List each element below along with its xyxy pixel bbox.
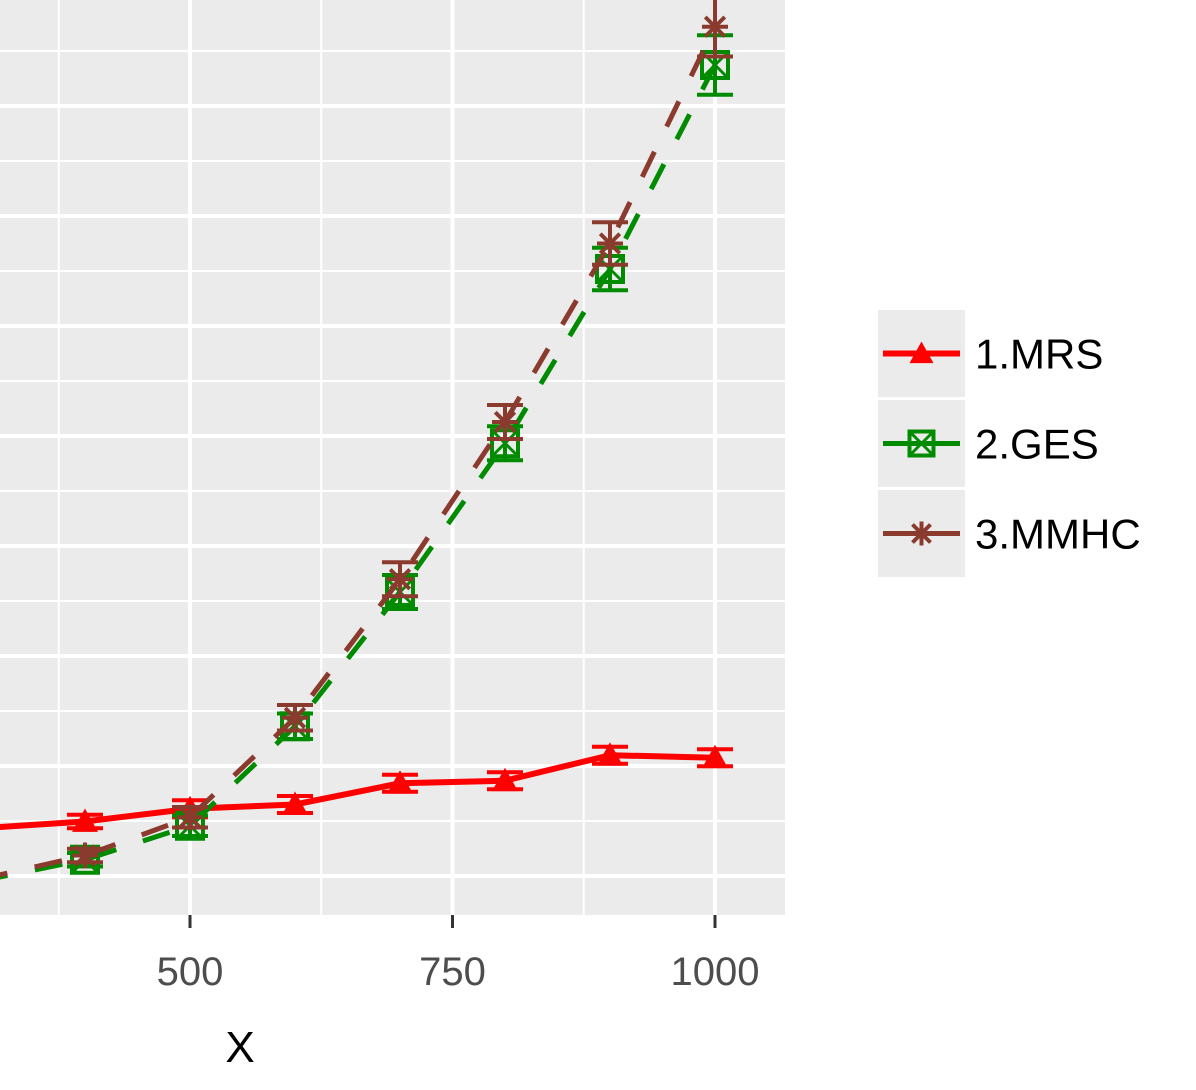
- legend-item: 1.MRS: [878, 310, 1103, 397]
- panel-background: [0, 0, 785, 915]
- series-3.MMHC: [0, 0, 733, 878]
- data-point: [909, 341, 934, 364]
- data-point: [909, 521, 934, 546]
- legend-label: 3.MMHC: [975, 511, 1141, 558]
- data-point: [907, 429, 936, 458]
- x-tick-label: 1000: [671, 950, 760, 994]
- data-point: [702, 13, 728, 40]
- legend-label: 1.MRS: [975, 331, 1103, 378]
- data-point: [72, 842, 98, 869]
- data-point: [72, 808, 98, 832]
- grid-lines: [0, 0, 785, 915]
- x-axis: 500 750 1000: [157, 915, 760, 994]
- legend-label: 2.GES: [975, 421, 1099, 468]
- series-1.MRS: [0, 742, 733, 832]
- data-point: [597, 230, 623, 257]
- legend: 1.MRS 2.GES 3.MMHC: [878, 310, 1141, 577]
- data-point: [492, 767, 518, 792]
- series-line: [0, 752, 716, 831]
- data-point: [387, 566, 413, 593]
- data-point: [702, 744, 728, 769]
- data-point: [177, 804, 203, 831]
- legend-item: 3.MMHC: [878, 490, 1141, 577]
- x-tick-label: 750: [419, 950, 486, 994]
- data-point: [492, 409, 518, 435]
- x-tick-label: 500: [157, 950, 224, 994]
- data-point: [282, 704, 308, 731]
- data-point: [597, 742, 623, 766]
- legend-item: 2.GES: [878, 400, 1099, 487]
- series-layer: [0, 0, 733, 880]
- data-point: [387, 770, 413, 794]
- data-point: [282, 791, 308, 815]
- x-axis-title: X: [225, 1023, 254, 1072]
